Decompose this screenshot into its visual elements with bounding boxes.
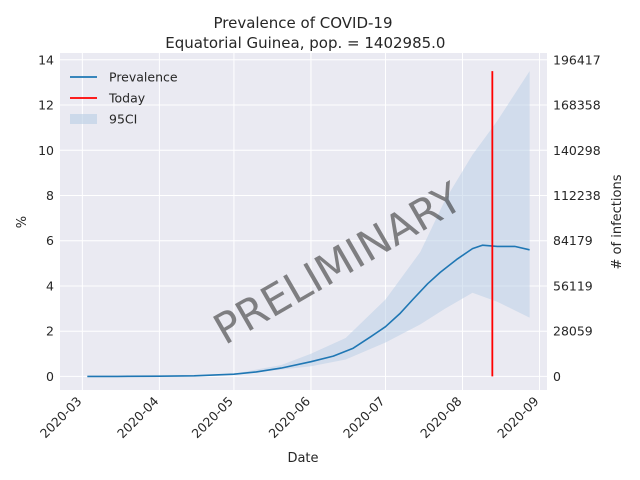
x-tick-label: 2020-07 <box>340 394 388 442</box>
y-tick-label: 10 <box>38 143 54 158</box>
series-layer <box>87 244 530 378</box>
y-tick-label: 4 <box>46 278 54 293</box>
y-tick-label: 8 <box>46 188 54 203</box>
y-tick-label: 12 <box>38 98 54 113</box>
y-right-tick-label: 84179 <box>553 233 593 248</box>
y-right-tick-label: 196417 <box>553 52 601 67</box>
y-axis-label: % <box>15 216 30 228</box>
y-tick-label: 6 <box>46 233 54 248</box>
x-tick-label: 2020-08 <box>417 393 465 441</box>
y-right-tick-label: 140298 <box>553 143 601 158</box>
x-axis-label: Date <box>287 451 318 466</box>
y-tick-label: 2 <box>46 324 54 339</box>
legend: Prevalence Today 95CI <box>70 70 178 127</box>
y-right-tick-label: 56119 <box>553 278 593 293</box>
chart-title-line2: Equatorial Guinea, pop. = 1402985.0 <box>161 34 446 52</box>
x-tick-label: 2020-03 <box>37 394 85 442</box>
y-axis-ticks: 0 2 4 6 8 10 12 14 <box>38 52 54 384</box>
y-tick-label: 0 <box>46 369 54 384</box>
x-tick-label: 2020-09 <box>494 393 542 441</box>
y-right-tick-label: 0 <box>553 369 561 384</box>
series-line-prevalence <box>87 244 530 378</box>
y-right-tick-label: 112238 <box>553 188 601 203</box>
chart-title-line1: Prevalence of COVID-19 <box>213 14 392 32</box>
legend-label: Prevalence <box>109 70 178 85</box>
ci-band <box>87 71 530 377</box>
x-tick-label: 2020-04 <box>114 393 162 441</box>
legend-swatch-ci <box>70 114 97 124</box>
grid <box>60 53 547 390</box>
legend-label: Today <box>108 91 146 106</box>
y-right-axis-label: # of infections <box>610 174 625 269</box>
ci-band-layer <box>87 71 530 377</box>
x-axis-ticks: 2020-03 2020-04 2020-05 2020-06 2020-07 2020-… <box>37 393 542 441</box>
y-right-tick-label: 28059 <box>553 324 593 339</box>
x-tick-label: 2020-05 <box>189 394 237 442</box>
legend-label: 95CI <box>109 112 137 127</box>
x-tick-label: 2020-06 <box>266 393 314 441</box>
y-right-axis-ticks: 0 28059 56119 84179 112238 140298 168358 196417 <box>553 52 601 384</box>
y-right-tick-label: 168358 <box>553 98 601 113</box>
y-tick-label: 14 <box>38 52 54 67</box>
